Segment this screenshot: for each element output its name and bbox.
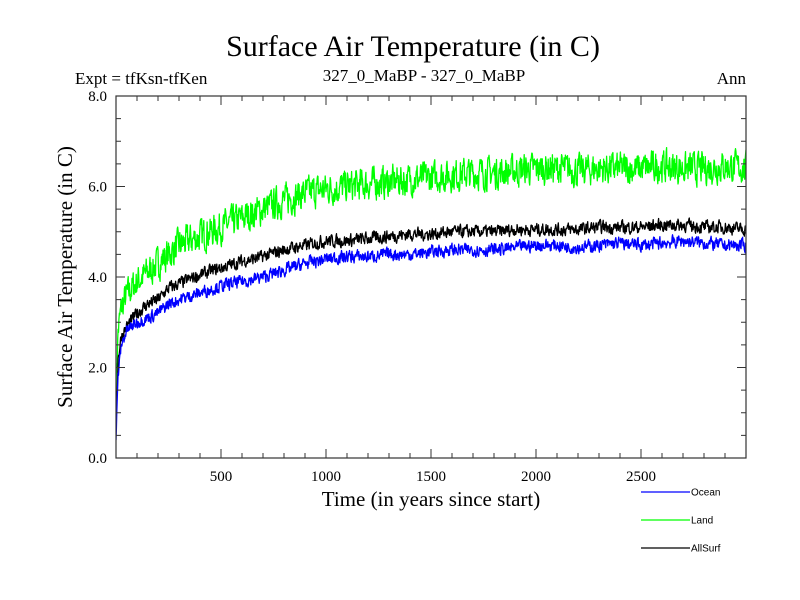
x-tick-label: 2000 bbox=[521, 469, 551, 485]
ticks-layer bbox=[116, 96, 746, 458]
legend-label-allsurf: AllSurf bbox=[691, 544, 721, 555]
x-tick-label: 2500 bbox=[626, 469, 656, 485]
y-axis-label: Surface Air Temperature (in C) bbox=[53, 146, 77, 408]
legend: Ocean Land AllSurf bbox=[641, 488, 721, 555]
legend-label-land: Land bbox=[691, 516, 713, 527]
y-tick-label: 4.0 bbox=[88, 270, 107, 286]
y-tick-label: 2.0 bbox=[88, 361, 107, 377]
tick-labels-layer: 500 1000 1500 2000 2500 0.0 2.0 4.0 6.0 8.0 bbox=[88, 89, 656, 485]
y-tick-label: 0.0 bbox=[88, 451, 107, 467]
x-tick-label: 1000 bbox=[311, 469, 341, 485]
y-tick-label: 8.0 bbox=[88, 89, 107, 105]
chart-title: Surface Air Temperature (in C) bbox=[226, 30, 600, 63]
y-tick-label: 6.0 bbox=[88, 180, 107, 196]
experiment-label: Expt = tfKsn-tfKen bbox=[75, 69, 208, 88]
x-axis-label: Time (in years since start) bbox=[322, 487, 541, 511]
x-tick-label: 1500 bbox=[416, 469, 446, 485]
legend-label-ocean: Ocean bbox=[691, 488, 720, 499]
comparison-label: 327_0_MaBP - 327_0_MaBP bbox=[323, 66, 525, 85]
season-label: Ann bbox=[717, 69, 747, 88]
x-tick-label: 500 bbox=[210, 469, 233, 485]
series-line-land bbox=[116, 146, 746, 400]
series-line-ocean bbox=[116, 234, 746, 441]
series-line-allsurf bbox=[116, 217, 746, 424]
series-layer bbox=[116, 146, 746, 441]
